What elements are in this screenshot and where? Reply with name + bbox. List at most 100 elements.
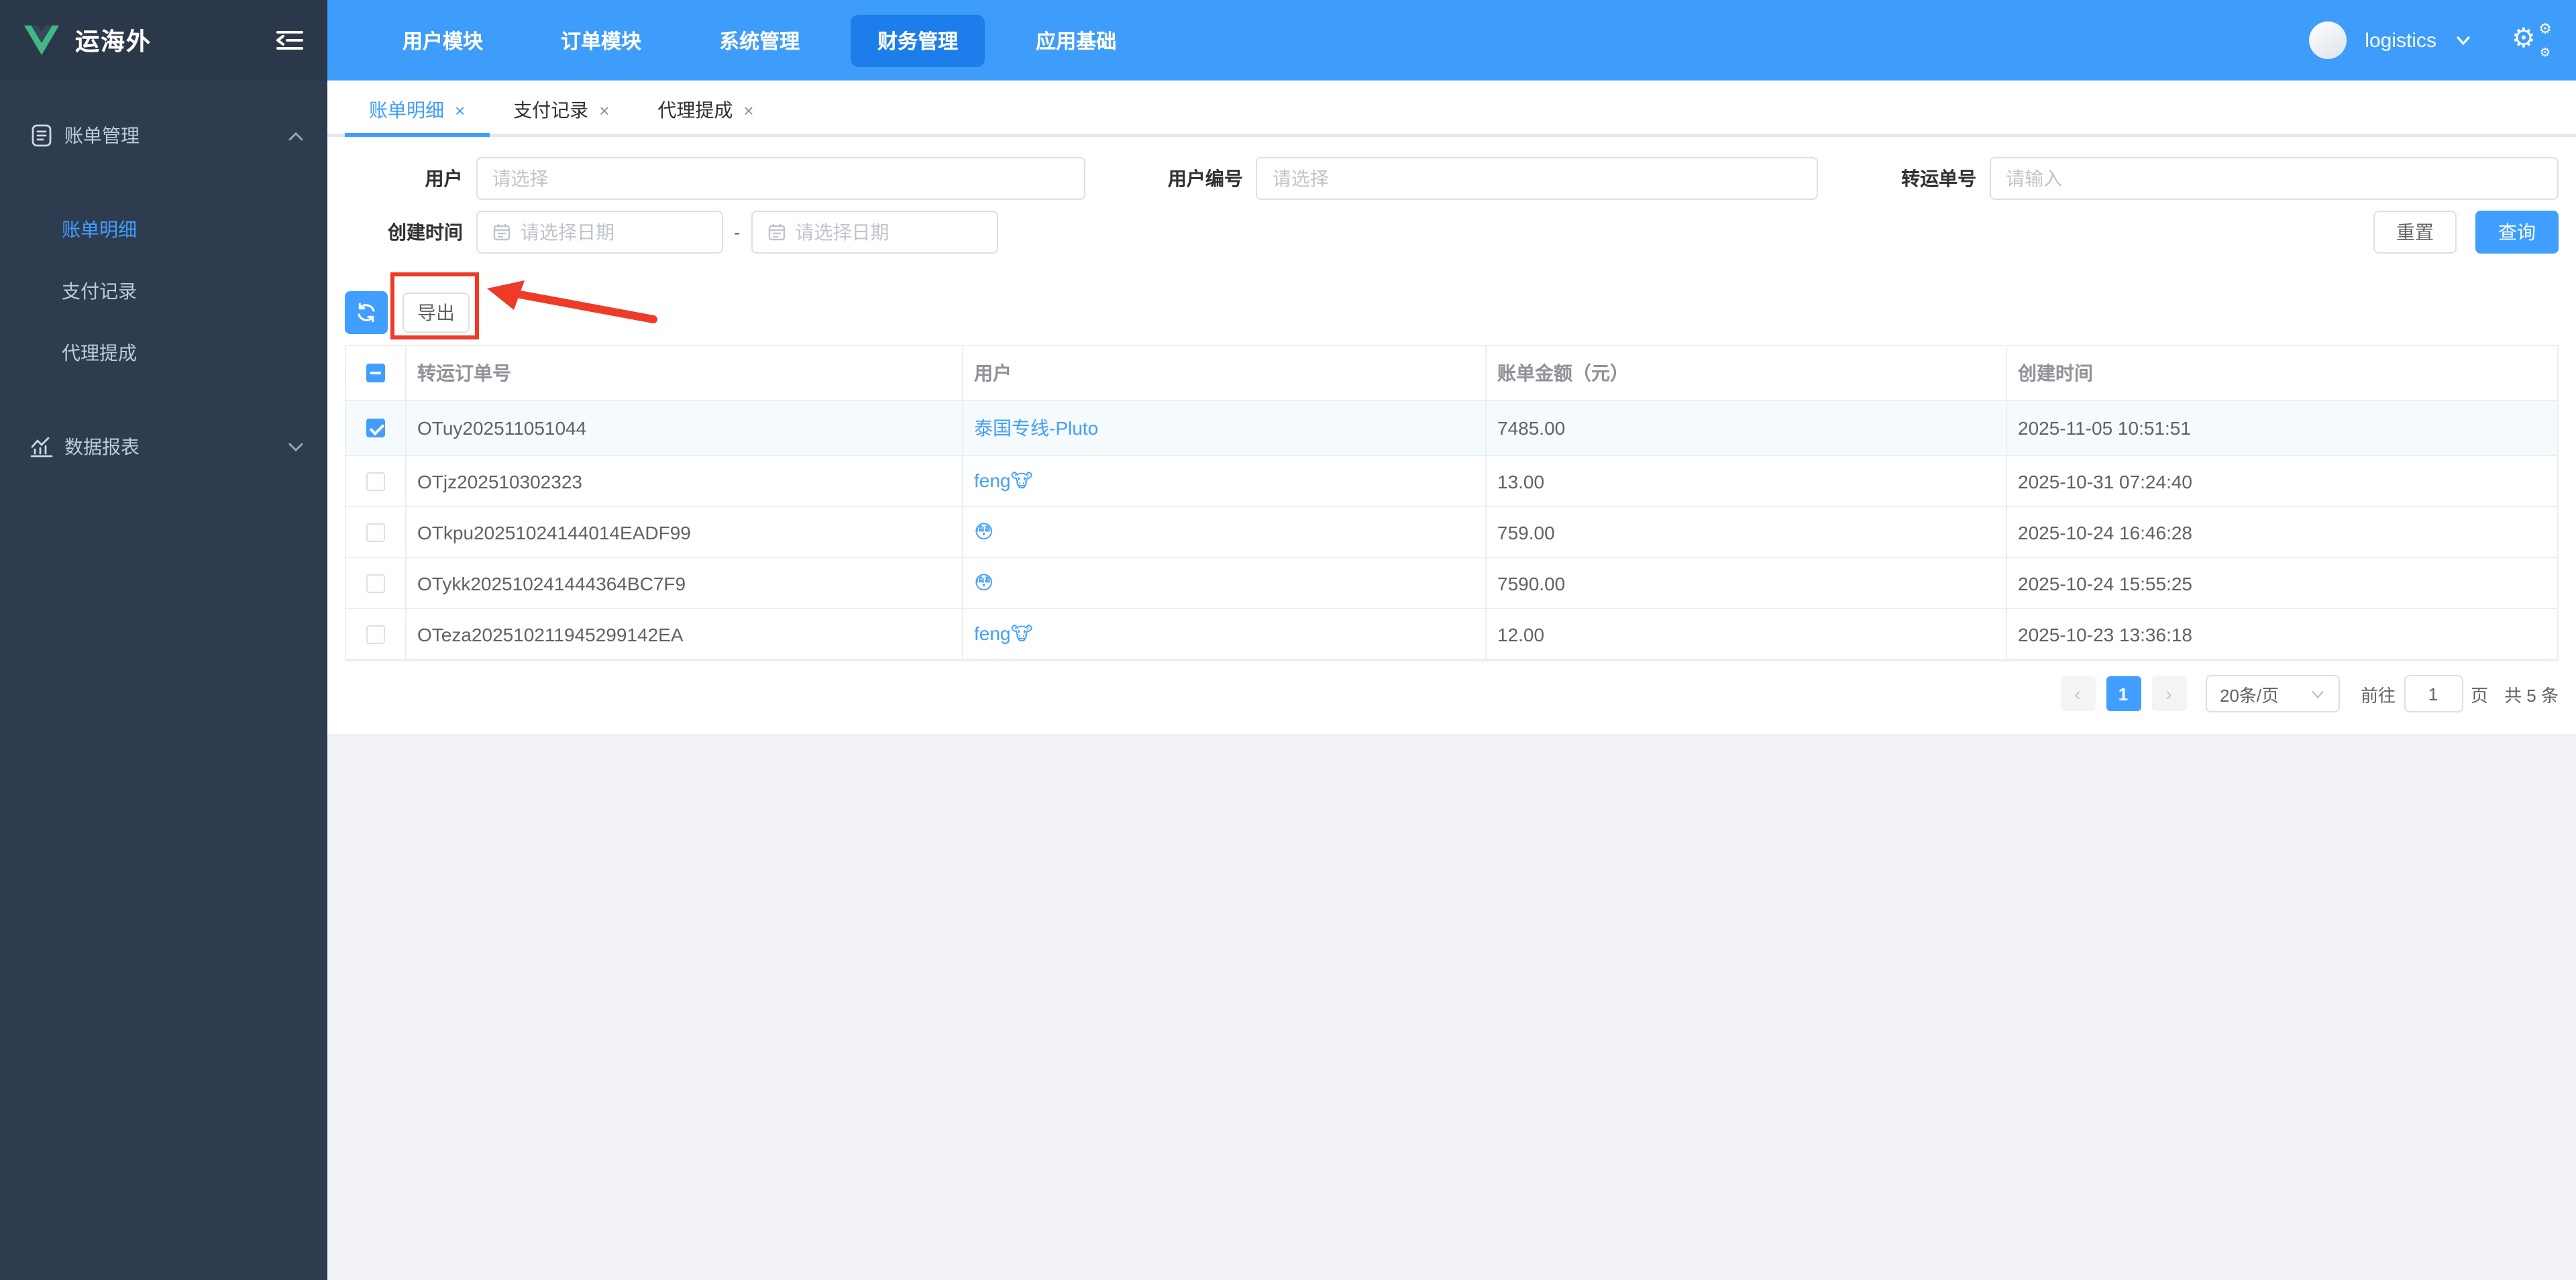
sidebar-item-payment-records[interactable]: 支付记录	[0, 260, 327, 322]
user-filter-label: 用户	[425, 168, 463, 189]
close-icon[interactable]: ×	[455, 100, 466, 120]
cell-order-no: OTeza202510211945299142EA	[407, 609, 963, 659]
cell-amount: 7590.00	[1487, 558, 2007, 608]
filter-row-2: 创建时间 请选择日期 - 请选择日期	[345, 211, 2559, 254]
filter-row-1: 用户 请选择 用户编号 请选择 转运单号 请输入	[345, 157, 2559, 200]
cell-amount: 12.00	[1487, 609, 2007, 659]
username[interactable]: logistics	[2365, 29, 2436, 52]
col-header-order-no: 转运订单号	[407, 346, 963, 400]
sidebar-item-bill-detail[interactable]: 账单明细	[0, 199, 327, 260]
sidebar-item-label: 账单管理	[64, 125, 140, 146]
nav-item-user-module[interactable]: 用户模块	[402, 30, 484, 53]
tab-agent-commission[interactable]: 代理提成 ×	[633, 83, 777, 137]
sidebar-item-label: 代理提成	[62, 342, 137, 364]
page-number-button[interactable]: 1	[2106, 676, 2141, 711]
sidebar-item-bill-management[interactable]: 账单管理	[0, 105, 327, 166]
table-header-row: 转运订单号 用户 账单金额（元） 创建时间	[346, 346, 2557, 401]
chevron-right-icon: ›	[2165, 683, 2172, 704]
page-size-value: 20条/页	[2220, 685, 2279, 705]
col-header-amount: 账单金额（元）	[1487, 346, 2007, 400]
col-header-user: 用户	[963, 346, 1487, 400]
user-link[interactable]: feng🐮	[974, 470, 1033, 491]
end-date-picker[interactable]: 请选择日期	[751, 211, 998, 254]
main-area: 用户模块 订单模块 系统管理 财务管理 应用基础 logistics ⚙ ⚙ ⚙…	[327, 0, 2576, 1280]
nav-item-order-module[interactable]: 订单模块	[561, 30, 642, 53]
sidebar-item-label: 支付记录	[62, 280, 137, 302]
user-no-filter-label: 用户编号	[1167, 168, 1243, 189]
chevron-down-icon[interactable]	[2455, 32, 2471, 48]
topbar-right: logistics ⚙ ⚙ ⚙	[2308, 21, 2552, 59]
table-row[interactable]: OTkpu20251024144014EADF99 😳 759.00 2025-…	[346, 507, 2557, 558]
row-checkbox[interactable]	[366, 523, 385, 541]
sidebar-submenu-bill: 账单明细 支付记录 代理提成	[0, 199, 327, 384]
table-row[interactable]: OTykk202510241444364BC7F9 😳 7590.00 2025…	[346, 558, 2557, 609]
cell-created: 2025-10-24 16:46:28	[2018, 521, 2192, 543]
tab-payment-records[interactable]: 支付记录 ×	[489, 83, 633, 137]
tab-bill-detail[interactable]: 账单明细 ×	[345, 83, 489, 137]
calendar-icon	[493, 224, 511, 241]
row-checkbox[interactable]	[366, 419, 385, 437]
sidebar: 运海外 账单管理	[0, 0, 327, 1280]
table-row[interactable]: OTuy202511051044 泰国专线-Pluto 7485.00 2025…	[346, 401, 2557, 456]
nav-item-system-management[interactable]: 系统管理	[719, 30, 800, 53]
transfer-no-input[interactable]: 请输入	[1990, 157, 2559, 200]
cell-order-no: OTkpu20251024144014EADF99	[407, 507, 963, 557]
cell-order-no: OTuy202511051044	[407, 401, 963, 455]
user-no-select[interactable]: 请选择	[1256, 157, 1819, 200]
content-area: 用户 请选择 用户编号 请选择 转运单号 请输入 创建时间	[327, 137, 2576, 1280]
nav-item-app-basics[interactable]: 应用基础	[1036, 30, 1117, 53]
module-nav: 用户模块 订单模块 系统管理 财务管理 应用基础	[376, 14, 1143, 66]
refresh-button[interactable]	[345, 291, 388, 334]
settings-gear-icon[interactable]: ⚙ ⚙ ⚙	[2512, 21, 2552, 59]
placeholder-text: 请选择	[1272, 168, 1329, 189]
sidebar-item-label: 账单明细	[62, 219, 137, 240]
opened-tabs-bar: 账单明细 × 支付记录 × 代理提成 ×	[327, 81, 2576, 137]
filter-buttons: 重置 查询	[2373, 211, 2559, 254]
chevron-up-icon	[288, 131, 303, 140]
cell-created: 2025-11-05 10:51:51	[2018, 417, 2191, 439]
row-checkbox[interactable]	[366, 625, 385, 643]
user-link[interactable]: feng🐮	[974, 623, 1033, 644]
user-link[interactable]: 泰国专线-Pluto	[974, 417, 1099, 439]
created-time-filter-label: 创建时间	[388, 221, 463, 243]
sidebar-menu: 账单管理 账单明细 支付记录 代理提成	[0, 81, 327, 478]
bill-detail-panel: 用户 请选择 用户编号 请选择 转运单号 请输入 创建时间	[327, 137, 2576, 734]
select-all-checkbox[interactable]	[366, 364, 385, 382]
cell-created: 2025-10-24 15:55:25	[2018, 572, 2192, 594]
next-page-button[interactable]: ›	[2151, 676, 2186, 711]
close-icon[interactable]: ×	[599, 100, 610, 120]
cell-order-no: OTjz202510302323	[407, 456, 963, 506]
sidebar-collapse-icon[interactable]	[276, 30, 303, 51]
prev-page-button[interactable]: ‹	[2060, 676, 2095, 711]
table-row[interactable]: OTeza202510211945299142EA feng🐮 12.00 20…	[346, 609, 2557, 660]
goto-page-input[interactable]	[2404, 675, 2463, 712]
start-date-picker[interactable]: 请选择日期	[476, 211, 723, 254]
chart-icon	[30, 437, 53, 458]
row-checkbox[interactable]	[366, 574, 385, 592]
sidebar-item-data-reports[interactable]: 数据报表	[0, 416, 327, 478]
page-size-select[interactable]: 20条/页	[2205, 675, 2339, 712]
transfer-no-filter-label: 转运单号	[1901, 168, 1977, 189]
app-title: 运海外	[75, 28, 152, 55]
reset-button[interactable]: 重置	[2373, 211, 2457, 254]
export-button[interactable]: 导出	[402, 292, 470, 333]
search-button[interactable]: 查询	[2475, 211, 2559, 254]
nav-item-finance-management[interactable]: 财务管理	[851, 14, 985, 66]
avatar[interactable]	[2308, 21, 2347, 59]
sidebar-item-agent-commission[interactable]: 代理提成	[0, 322, 327, 384]
tab-label: 代理提成	[657, 99, 733, 121]
chevron-down-icon	[2311, 690, 2323, 698]
user-link[interactable]: 😳	[974, 521, 994, 542]
app-logo-icon	[24, 25, 59, 55]
close-icon[interactable]: ×	[743, 100, 754, 120]
user-link[interactable]: 😳	[974, 572, 994, 593]
bills-table: 转运订单号 用户 账单金额（元） 创建时间 OTuy202511051044 泰…	[345, 345, 2559, 661]
calendar-icon	[768, 224, 785, 241]
row-checkbox[interactable]	[366, 472, 385, 490]
date-range-separator: -	[734, 221, 741, 243]
table-toolbar: 导出	[345, 272, 2559, 339]
table-row[interactable]: OTjz202510302323 feng🐮 13.00 2025-10-31 …	[346, 456, 2557, 507]
user-select[interactable]: 请选择	[476, 157, 1085, 200]
cell-created: 2025-10-31 07:24:40	[2018, 470, 2192, 492]
